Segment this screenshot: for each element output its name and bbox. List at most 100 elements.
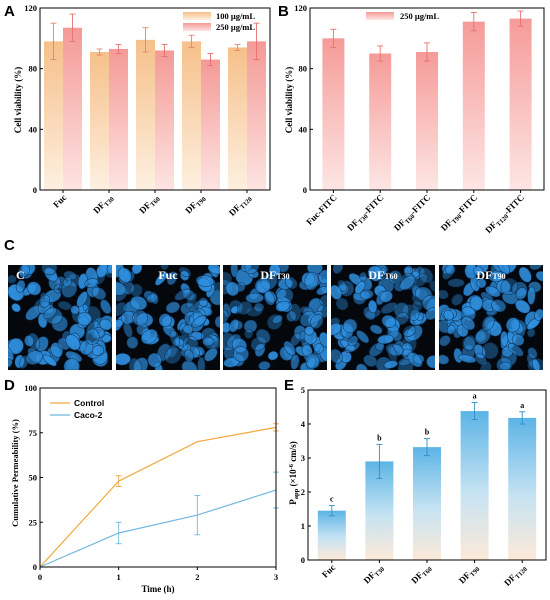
micro-image-fuc: Fuc [116, 265, 220, 370]
panel-b-ylabel: Cell viability (%) [284, 67, 294, 134]
panel-e-y-tick-label: 3 [301, 453, 305, 463]
cell-nucleus [451, 293, 463, 306]
cell-nucleus [381, 314, 397, 328]
panel-a-ylabel: Cell viability (%) [13, 67, 23, 134]
cell-nucleus [237, 301, 253, 315]
panel-d-x-tick-label: 3 [274, 572, 278, 582]
legend-label-control: Control [74, 398, 104, 408]
cell-nucleus [18, 265, 30, 278]
cell-nucleus [244, 329, 253, 339]
micro-image-control: C [8, 265, 112, 370]
panel-e-bar [460, 411, 489, 560]
panel-a-bar [90, 51, 109, 190]
cell-nucleus [272, 314, 283, 324]
panel-d-series-line [39, 489, 277, 568]
cell-nucleus [535, 271, 543, 282]
panel-a-y-tick-label: 120 [24, 3, 37, 13]
cell-nucleus [377, 334, 394, 345]
cell-nucleus [288, 303, 302, 322]
cell-nucleus [414, 311, 425, 321]
cell-nucleus [230, 265, 239, 278]
cell-nucleus [191, 315, 207, 328]
cell-nucleus [24, 335, 34, 347]
panel-a-bar [44, 41, 63, 190]
legend-swatch-250 [183, 23, 211, 31]
cell-nucleus [179, 322, 193, 337]
cell-nucleus [116, 353, 131, 366]
cell-nucleus [15, 279, 26, 293]
cell-nucleus [167, 344, 178, 358]
cell-nucleus [223, 271, 232, 285]
panel-e-frame [307, 389, 547, 561]
cell-nucleus [243, 319, 258, 333]
cell-nucleus [480, 361, 492, 370]
cell-nucleus [140, 328, 158, 345]
micro-image-dft90: DFT90 [439, 265, 543, 370]
panel-b-y-tick-label: 120 [294, 3, 307, 13]
panel-d-y-tick-label: 0 [33, 562, 37, 572]
cell-nucleus [485, 286, 501, 298]
cell-nucleus [267, 351, 279, 361]
panel-d-x-tick-label: 2 [195, 572, 199, 582]
cell-nucleus [412, 300, 423, 311]
panel-e-significance-letter: a [520, 401, 524, 410]
panel-letter-c: C [4, 237, 15, 254]
panel-a-bar [201, 59, 220, 190]
cell-nucleus [101, 334, 112, 343]
cell-nucleus [202, 337, 215, 346]
cell-nucleus [409, 308, 420, 322]
cell-nucleus [256, 328, 271, 344]
cell-nucleus [117, 267, 132, 283]
cell-nucleus [164, 347, 182, 364]
cell-nucleus [53, 284, 63, 294]
panel-d-x-tick-label: 1 [117, 572, 121, 582]
panel-a-bar [247, 41, 266, 190]
cell-nucleus [474, 353, 487, 365]
cell-nucleus [316, 286, 327, 296]
cell-nucleus [331, 284, 342, 300]
micro-image-dft60: DFT60 [331, 265, 435, 370]
cell-nucleus [319, 294, 327, 306]
cell-nucleus [310, 313, 324, 329]
cell-nucleus [402, 325, 417, 337]
cell-nucleus [116, 281, 127, 296]
cell-nucleus [534, 308, 543, 321]
cell-nucleus [443, 309, 454, 321]
panel-b-bar [416, 51, 438, 190]
panel-d-frame [39, 387, 277, 568]
cell-nucleus [8, 275, 17, 284]
cell-nucleus [169, 330, 181, 347]
panel-d-y-tick-label: 75 [29, 428, 38, 438]
panel-e-significance-letter: c [330, 495, 334, 504]
cell-nucleus [204, 347, 218, 362]
cell-nucleus [245, 292, 264, 304]
cell-nucleus [180, 270, 190, 281]
panel-a-y-tick-label: 80 [29, 64, 38, 74]
cell-nucleus [197, 356, 206, 370]
cell-nucleus [529, 265, 543, 271]
cell-nucleus [264, 291, 275, 306]
panel-b-category-label: DFT30-FITC [345, 192, 387, 234]
panel-e-ylabel: Papp (×10-6 cm/s) [288, 441, 300, 505]
panel-b-bar [509, 18, 532, 190]
cell-nucleus [195, 275, 215, 287]
panel-e-significance-letter: b [425, 428, 430, 437]
cell-nucleus [158, 313, 172, 328]
cell-nucleus [65, 334, 81, 351]
panel-e-bar [317, 510, 346, 560]
panel-d-ylabel: Cumulative Permeability (%) [10, 419, 20, 527]
cell-nucleus [527, 328, 536, 338]
cell-nucleus [354, 281, 366, 294]
cell-nucleus [106, 265, 112, 275]
cell-nucleus [412, 313, 424, 325]
panel-b-legend: 250 μg/mL [366, 11, 439, 21]
micro-label-control: C [16, 268, 25, 282]
panel-b-y-tick-label: 80 [299, 64, 308, 74]
cell-nucleus [85, 328, 100, 345]
panel-b-bar [322, 38, 345, 191]
panel-a-bar [109, 48, 128, 191]
cell-nucleus [367, 265, 383, 282]
cell-nucleus [429, 280, 435, 292]
panel-e-category-label: Fuc [320, 562, 337, 579]
cell-nucleus [515, 299, 531, 314]
